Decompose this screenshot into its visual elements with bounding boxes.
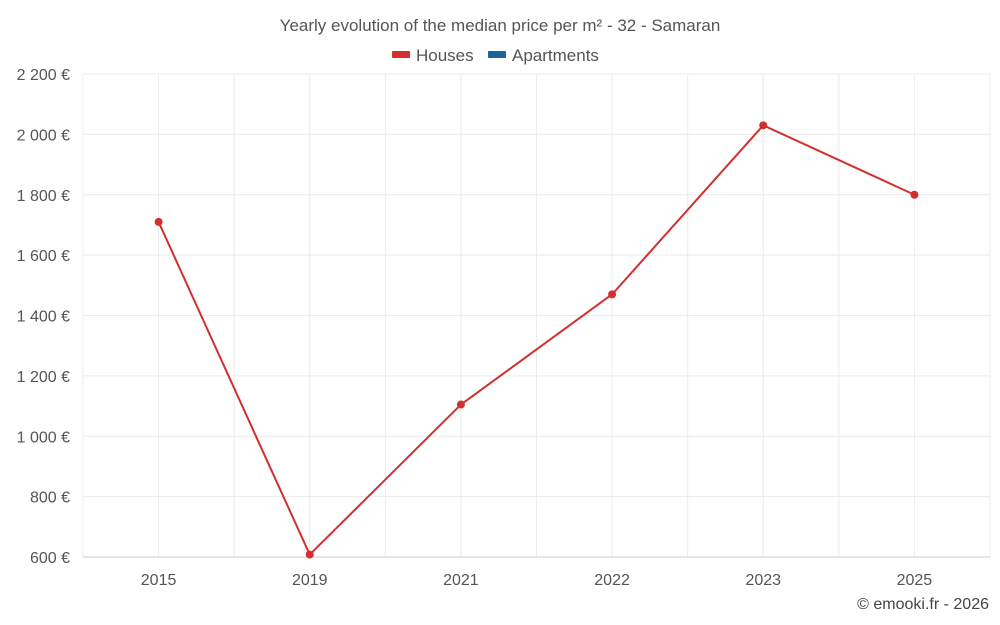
axes: 600 € 800 € 1 000 € 1 200 € 1 400 € 1 600 € 1 … <box>17 67 990 589</box>
data-point-houses[interactable] <box>608 290 617 299</box>
data-point-houses[interactable] <box>910 190 919 199</box>
x-tick-label: 2019 <box>292 572 328 589</box>
y-tick-label: 1 000 € <box>17 429 70 446</box>
data-point-houses[interactable] <box>456 400 465 409</box>
y-tick-label: 1 600 € <box>17 248 70 265</box>
y-tick-label: 1 400 € <box>17 309 70 326</box>
y-tick-label: 1 200 € <box>17 369 70 386</box>
data-point-houses[interactable] <box>305 550 314 559</box>
legend-swatch-apartments <box>488 51 506 58</box>
legend-item-apartments[interactable]: Apartments <box>488 46 599 65</box>
y-tick-label: 1 800 € <box>17 188 70 205</box>
x-tick-label: 2023 <box>745 572 781 589</box>
series <box>154 121 919 559</box>
y-tick-label: 600 € <box>30 550 70 567</box>
chart-title: Yearly evolution of the median price per… <box>280 16 721 35</box>
data-point-houses[interactable] <box>154 217 163 226</box>
credit-text: © emooki.fr - 2026 <box>857 596 989 613</box>
x-tick-label: 2025 <box>897 572 933 589</box>
y-tick-label: 800 € <box>30 490 70 507</box>
legend-label-houses: Houses <box>416 46 474 65</box>
series-line-houses <box>157 124 915 556</box>
legend: Houses Apartments <box>392 46 599 65</box>
data-point-houses[interactable] <box>759 121 768 130</box>
legend-item-houses[interactable]: Houses <box>392 46 474 65</box>
grid <box>82 73 991 557</box>
legend-swatch-houses <box>392 51 410 58</box>
y-tick-label: 2 200 € <box>17 67 70 84</box>
y-tick-label: 2 000 € <box>17 127 70 144</box>
legend-label-apartments: Apartments <box>512 46 599 65</box>
x-tick-label: 2015 <box>141 572 177 589</box>
x-tick-label: 2021 <box>443 572 479 589</box>
x-tick-label: 2022 <box>594 572 630 589</box>
